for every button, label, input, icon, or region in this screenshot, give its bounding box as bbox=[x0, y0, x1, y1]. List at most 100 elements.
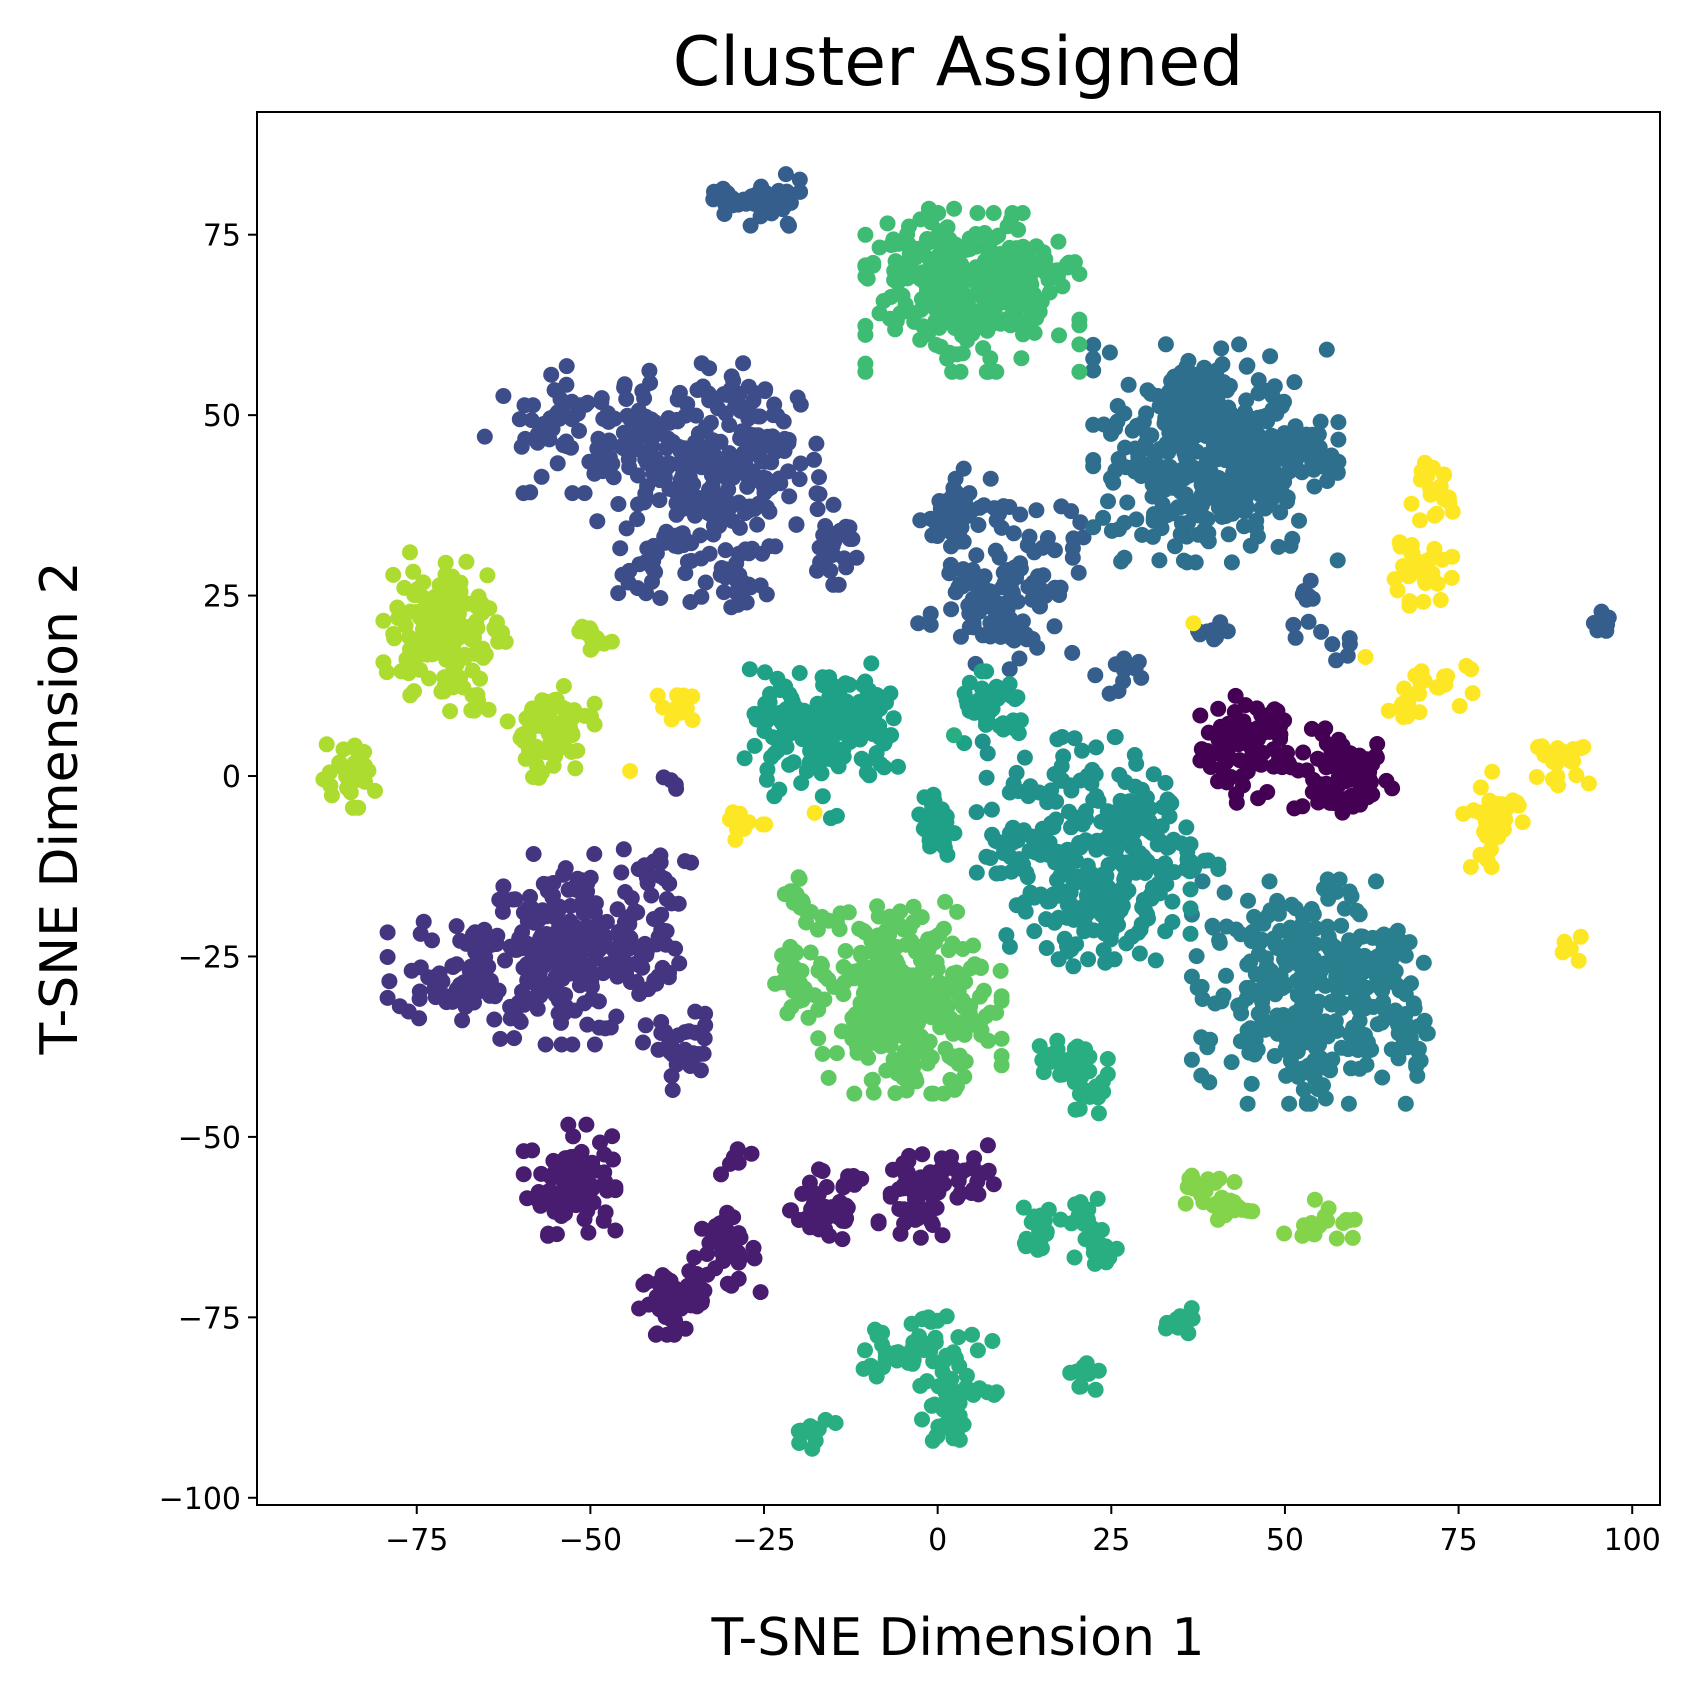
data-point bbox=[1137, 440, 1154, 457]
data-point bbox=[1358, 1056, 1375, 1073]
data-point bbox=[649, 1325, 665, 1342]
data-point bbox=[1022, 268, 1039, 284]
data-point bbox=[1182, 925, 1199, 942]
data-point bbox=[637, 1017, 654, 1034]
data-point bbox=[1095, 509, 1112, 526]
data-point bbox=[551, 951, 568, 968]
data-point bbox=[1260, 981, 1277, 997]
data-point bbox=[1214, 357, 1231, 373]
data-point bbox=[856, 694, 873, 711]
data-point bbox=[705, 517, 722, 534]
data-point bbox=[1285, 616, 1302, 633]
data-point bbox=[1210, 700, 1227, 717]
data-point bbox=[688, 1266, 705, 1282]
data-point bbox=[1052, 868, 1069, 885]
data-point bbox=[991, 549, 1008, 566]
data-point bbox=[780, 975, 797, 992]
data-point bbox=[836, 550, 853, 567]
data-point bbox=[1050, 909, 1067, 926]
data-point bbox=[1319, 473, 1336, 489]
data-point bbox=[889, 270, 906, 287]
data-point bbox=[1026, 1208, 1043, 1225]
data-point bbox=[1306, 774, 1323, 791]
data-point bbox=[560, 881, 577, 898]
data-point bbox=[616, 914, 633, 931]
data-point bbox=[752, 1284, 769, 1301]
data-point bbox=[533, 468, 550, 485]
data-point bbox=[1147, 952, 1164, 969]
data-point bbox=[515, 733, 532, 750]
data-point bbox=[956, 1026, 973, 1043]
data-point bbox=[1313, 623, 1330, 640]
data-point bbox=[1029, 254, 1046, 271]
data-point bbox=[720, 481, 737, 498]
data-point bbox=[783, 693, 800, 710]
data-point bbox=[603, 633, 620, 650]
data-point bbox=[1304, 1225, 1321, 1242]
data-point bbox=[950, 1329, 967, 1346]
data-point bbox=[932, 338, 949, 355]
data-point bbox=[1386, 936, 1403, 953]
data-point bbox=[1289, 928, 1306, 945]
data-point bbox=[803, 757, 820, 774]
data-point bbox=[1085, 792, 1102, 808]
data-point bbox=[923, 989, 940, 1006]
data-point bbox=[777, 166, 794, 183]
data-point bbox=[806, 804, 823, 821]
data-point bbox=[951, 1358, 968, 1374]
data-point bbox=[1330, 453, 1347, 470]
data-point bbox=[811, 539, 828, 556]
data-point bbox=[822, 810, 839, 827]
data-point bbox=[857, 326, 874, 343]
data-point bbox=[998, 927, 1015, 944]
data-point bbox=[1481, 792, 1498, 809]
data-point bbox=[953, 284, 970, 301]
data-point bbox=[1580, 775, 1597, 792]
data-point bbox=[743, 1145, 760, 1162]
data-point bbox=[968, 238, 985, 255]
data-point bbox=[1331, 871, 1348, 888]
data-point bbox=[1282, 444, 1299, 461]
data-point bbox=[522, 484, 539, 501]
data-point bbox=[1170, 392, 1187, 409]
data-point bbox=[525, 846, 542, 862]
data-point bbox=[922, 605, 939, 622]
data-point bbox=[1257, 500, 1274, 517]
data-point bbox=[620, 574, 637, 591]
data-point bbox=[506, 1030, 523, 1047]
data-point bbox=[905, 1351, 922, 1368]
data-point bbox=[1183, 1300, 1200, 1317]
data-point bbox=[386, 630, 403, 647]
data-point bbox=[452, 583, 469, 600]
data-point bbox=[734, 194, 751, 211]
data-point bbox=[554, 736, 571, 753]
data-point bbox=[811, 469, 827, 486]
data-point bbox=[923, 1085, 940, 1102]
data-point bbox=[914, 1311, 931, 1328]
data-point bbox=[679, 1277, 696, 1294]
data-point bbox=[1177, 1195, 1194, 1212]
data-point bbox=[912, 1229, 929, 1246]
data-point bbox=[649, 687, 666, 704]
data-point bbox=[791, 665, 808, 681]
data-point bbox=[581, 453, 598, 470]
data-point bbox=[1012, 506, 1029, 523]
data-point bbox=[953, 519, 970, 536]
data-point bbox=[687, 1003, 704, 1020]
data-point bbox=[1426, 540, 1443, 557]
data-point bbox=[715, 584, 732, 601]
data-point bbox=[375, 612, 392, 629]
data-point bbox=[982, 850, 999, 866]
data-point bbox=[704, 477, 721, 494]
data-point bbox=[1330, 414, 1347, 431]
data-point bbox=[861, 767, 878, 784]
data-point bbox=[1192, 707, 1209, 724]
data-point bbox=[879, 215, 896, 232]
data-point bbox=[1013, 350, 1030, 367]
data-point bbox=[578, 1116, 595, 1133]
data-point bbox=[488, 936, 505, 952]
data-point bbox=[583, 708, 599, 725]
data-point bbox=[1528, 769, 1545, 785]
data-point bbox=[819, 1209, 836, 1226]
data-point bbox=[713, 1166, 729, 1183]
